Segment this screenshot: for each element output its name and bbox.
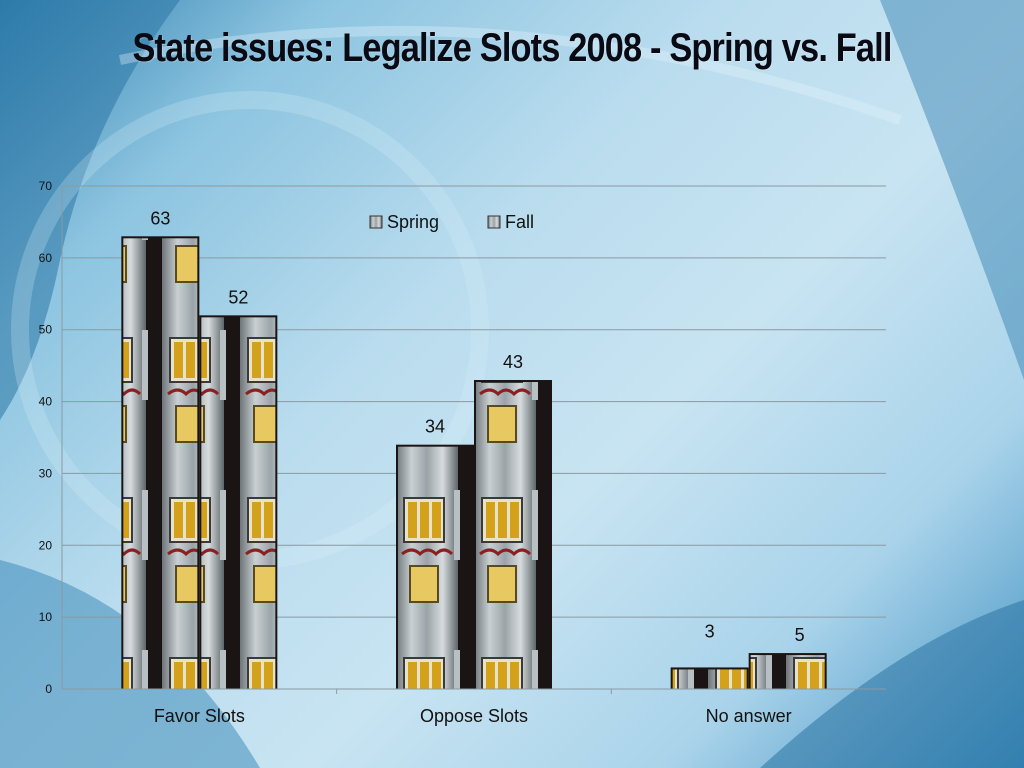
x-tick-label: Oppose Slots <box>420 706 528 726</box>
bar-fall <box>748 653 827 689</box>
data-label: 34 <box>425 417 445 437</box>
legend-label-spring: Spring <box>387 212 439 232</box>
y-tick-label: 0 <box>45 682 52 696</box>
legend-swatch-spring <box>369 215 383 229</box>
data-label: 5 <box>795 625 805 645</box>
legend-label-fall: Fall <box>505 212 534 232</box>
y-tick-label: 70 <box>39 179 53 193</box>
bar-spring <box>670 667 749 689</box>
data-label: 52 <box>228 287 248 307</box>
y-tick-label: 30 <box>39 466 53 480</box>
legend-swatch-fall <box>487 215 501 229</box>
data-label: 63 <box>150 208 170 228</box>
bar-spring <box>121 236 200 690</box>
bar-fall <box>474 380 552 689</box>
slide-title: State issues: Legalize Slots 2008 - Spri… <box>132 26 892 70</box>
x-tick-label: Favor Slots <box>154 706 245 726</box>
legend: Spring Fall <box>369 212 534 232</box>
y-tick-label: 50 <box>39 323 53 337</box>
data-label: 43 <box>503 352 523 372</box>
y-tick-label: 60 <box>39 251 53 265</box>
x-tick-label: No answer <box>706 706 792 726</box>
y-tick-label: 20 <box>39 538 53 552</box>
bar-fall <box>199 315 278 689</box>
bar-spring <box>396 444 474 689</box>
data-label: 3 <box>705 621 715 641</box>
y-tick-label: 40 <box>39 395 53 409</box>
y-tick-label: 10 <box>39 610 53 624</box>
